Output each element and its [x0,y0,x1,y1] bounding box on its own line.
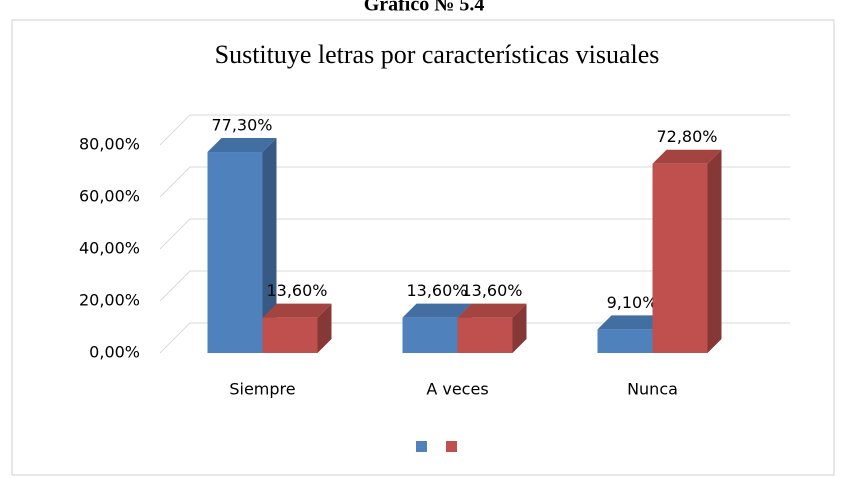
bar [457,317,513,353]
grid-line [159,166,790,198]
data-label: 9,10% [607,293,658,312]
x-tick-label: Siempre [229,380,295,399]
bar [402,317,458,353]
data-label: 77,30% [211,116,272,135]
y-tick-label: 60,00% [79,187,140,206]
x-tick-label: Nunca [627,380,678,399]
grid-line [159,218,790,250]
grid-line [159,114,790,146]
bar-top [207,138,277,153]
y-tick-label: 80,00% [79,135,140,154]
bar [597,329,653,353]
bar-side [707,149,722,353]
bar [652,163,708,353]
y-tick-label: 0,00% [89,343,140,362]
y-tick-label: 40,00% [79,239,140,258]
chart-frame [11,19,835,476]
bar-top [597,315,667,330]
bar-top [457,303,527,318]
legend-swatch [416,441,427,452]
data-label: 13,60% [406,281,467,300]
bar-top [652,149,722,164]
x-tick-label: A veces [426,380,488,399]
bar [207,152,263,353]
bar-top [262,303,332,318]
bar-side [262,138,277,353]
bar-side [317,303,332,353]
heading: Gráfico № 5.4 [364,0,485,16]
legend-swatch [446,441,457,452]
data-label: 13,60% [266,281,327,300]
data-label: 72,80% [656,127,717,146]
bar [262,317,318,353]
grid-line [159,322,790,354]
bar-top [402,303,472,318]
data-label: 13,60% [461,281,522,300]
bar-side [512,303,527,353]
y-tick-label: 20,00% [79,291,140,310]
chart-title: Sustituye letras por características vis… [215,40,660,69]
grid-line [159,270,790,302]
